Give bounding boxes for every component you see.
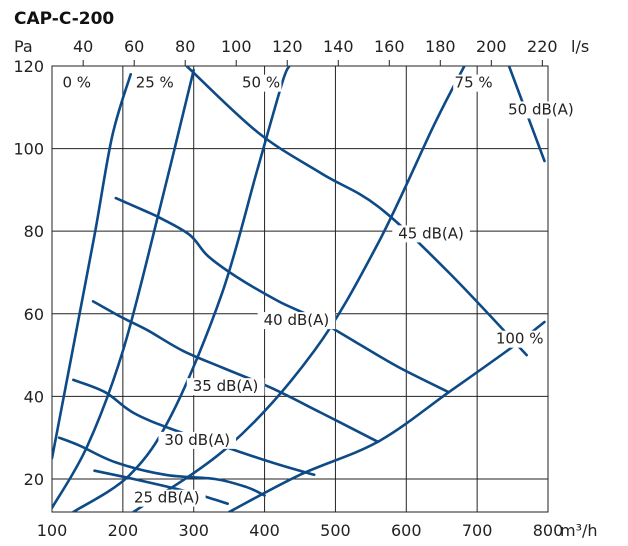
fan-label-50-group: 50 %: [240, 74, 282, 92]
y-tick-label: 80: [24, 222, 44, 241]
x2-tick-label: 160: [374, 37, 405, 56]
x-tick-label: 700: [462, 521, 493, 540]
fan-label-25-bg: [134, 74, 176, 92]
fan-curve-100: [227, 320, 546, 512]
fan-label-25: 25 %: [136, 74, 174, 92]
chart-title: CAP-C-200: [14, 9, 114, 29]
sound-curve-35-db-a: [72, 378, 316, 477]
fan-label-50: 50 %: [242, 74, 280, 92]
sound-label-30-db-a-bg: [158, 431, 237, 449]
sound-label-25-db-a-bg: [127, 489, 206, 507]
x-tick-label: 800: [533, 521, 564, 540]
sound-label-50-db-a: 50 dB(A): [508, 100, 574, 118]
x-axis-label: m³/h: [560, 521, 598, 540]
fan-label-0-bg: [61, 74, 93, 92]
x-tick-label: 500: [320, 521, 351, 540]
x2-tick-label: 40: [73, 37, 93, 56]
sound-label-40-db-a-bg: [257, 312, 336, 330]
fan-curve-75: [132, 66, 466, 512]
x-tick-label: 600: [391, 521, 422, 540]
x2-tick-label: 220: [527, 37, 558, 56]
sound-label-25-db-a: 25 dB(A): [134, 489, 200, 507]
y-tick-label: 120: [13, 57, 44, 76]
fan-label-0: 0 %: [63, 74, 92, 92]
y-tick-label: 60: [24, 305, 44, 324]
sound-label-35-db-a-group: 35 dB(A): [186, 377, 265, 396]
plot-frame: [51, 65, 549, 513]
fan-label-100-bg: [494, 330, 545, 348]
fan-label-0-group: 0 %: [61, 74, 93, 92]
sound-label-45-db-a: 45 dB(A): [398, 224, 464, 242]
x2-tick-label: 180: [425, 37, 456, 56]
sound-curve-50-db-a: [185, 66, 528, 357]
y-tick-label: 40: [24, 387, 44, 406]
sound-label-50-db-a-group: 50 dB(A): [502, 100, 580, 119]
y-tick-label: 20: [24, 470, 44, 489]
sound-label-40-db-a-group: 40 dB(A): [257, 311, 336, 330]
fan-label-75-group: 75 %: [453, 74, 494, 92]
fan-label-75-bg: [453, 74, 494, 92]
sound-label-45-db-a-group: 45 dB(A): [392, 224, 470, 243]
x2-tick-label: 60: [124, 37, 144, 56]
sound-label-40-db-a: 40 dB(A): [264, 311, 330, 329]
curves: [52, 66, 546, 512]
curve-labels: 0 % 25 % 50 % 75 % 100 % 25 dB(A) 30 dB(A) 35 d…: [61, 74, 580, 507]
x-tick-label: 100: [37, 521, 68, 540]
x2-tick-label: 100: [221, 37, 252, 56]
fan-curve-25: [52, 68, 195, 510]
x-tick-label: 300: [178, 521, 209, 540]
x2-tick-label: 140: [323, 37, 354, 56]
sound-label-35-db-a-bg: [186, 378, 265, 396]
sound-label-45-db-a-bg: [392, 225, 470, 243]
x2-axis-label: l/s: [571, 37, 589, 56]
y-axis-label: Pa: [14, 37, 33, 56]
sound-label-30-db-a: 30 dB(A): [164, 431, 230, 449]
fan-curve-0: [52, 73, 132, 460]
sound-label-50-db-a-bg: [502, 101, 580, 119]
fan-label-100-group: 100 %: [494, 330, 545, 348]
ticks: 100 200 300 400 500 600 700 800 20 40 60 80 100 120 40…: [13, 37, 563, 540]
y-tick-label: 100: [13, 140, 44, 159]
fan-label-25-group: 25 %: [134, 74, 176, 92]
sound-label-30-db-a-group: 30 dB(A): [158, 431, 237, 449]
grid: [51, 65, 549, 513]
sound-label-25-db-a-group: 25 dB(A): [127, 489, 206, 507]
x2-tick-label: 80: [175, 37, 195, 56]
x-tick-label: 200: [108, 521, 139, 540]
sound-curve-30-db-a: [57, 436, 266, 497]
sound-curve-40-db-a: [91, 300, 380, 444]
x2-tick-label: 120: [272, 37, 303, 56]
fan-label-100: 100 %: [496, 330, 544, 348]
sound-curve-45-db-a: [114, 196, 451, 394]
x2-tick-label: 200: [476, 37, 507, 56]
fan-label-75: 75 %: [455, 74, 493, 92]
sound-label-35-db-a: 35 dB(A): [193, 377, 259, 395]
fan-label-50-bg: [240, 74, 282, 92]
x-tick-label: 400: [249, 521, 280, 540]
